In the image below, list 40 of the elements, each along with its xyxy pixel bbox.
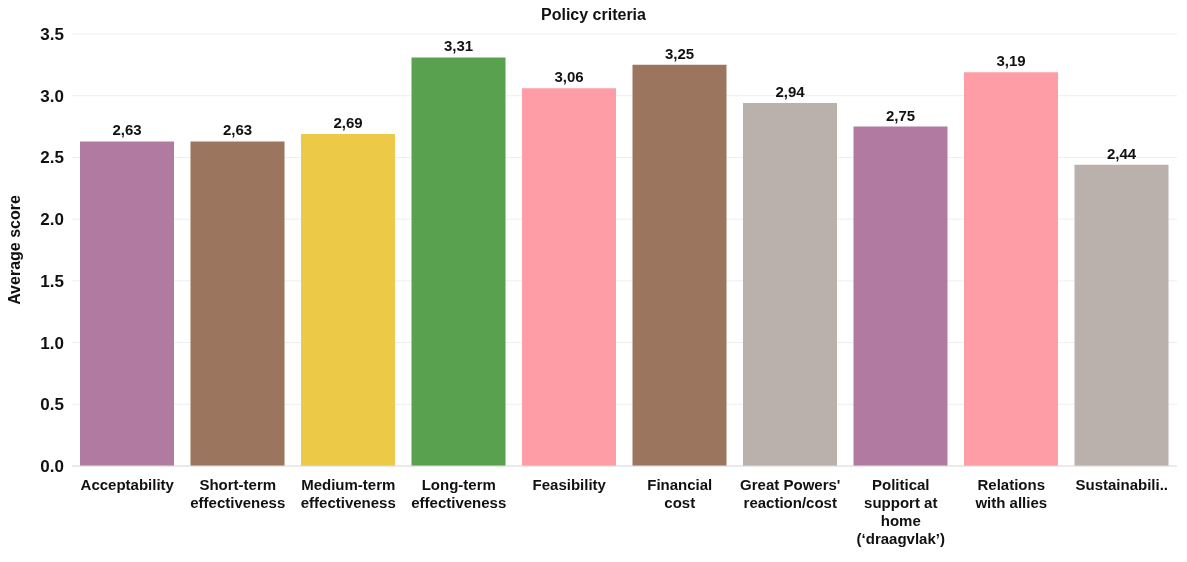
- data-label: 2,69: [333, 113, 363, 131]
- x-tick-label: Sustainabili..: [1075, 476, 1169, 493]
- data-label: 2,44: [1106, 144, 1137, 162]
- bar: [743, 103, 837, 466]
- x-tick-label: Relations with allies: [974, 476, 1048, 511]
- x-tick-label: Political support at home (‘draagvlak’): [856, 476, 945, 547]
- bar: [964, 72, 1058, 466]
- x-tick-label: Short-term effectiveness: [190, 476, 286, 511]
- bar: [853, 126, 948, 466]
- bar: [632, 64, 727, 466]
- bar: [522, 88, 616, 466]
- x-tick-label: Medium-term effectiveness: [300, 476, 396, 511]
- data-label: 2,94: [775, 83, 806, 101]
- data-label: 2,63: [222, 121, 253, 139]
- bar: [411, 57, 506, 466]
- y-tick-label: 1.0: [40, 333, 64, 353]
- data-label: 3,06: [554, 68, 584, 86]
- x-tick-label: Great Powers' reaction/cost: [740, 476, 841, 511]
- y-tick-label: 3.0: [40, 86, 64, 106]
- y-tick-label: 3.5: [40, 25, 64, 45]
- data-label: 3,25: [664, 44, 695, 62]
- data-label: 2,63: [112, 121, 142, 139]
- y-tick-label: 0.5: [40, 395, 64, 415]
- x-tick-label: Acceptability: [80, 476, 175, 493]
- chart-title: Policy criteria: [540, 6, 647, 24]
- x-tick-label: Long-term effectiveness: [411, 476, 507, 511]
- y-tick-label: 2.0: [40, 210, 64, 230]
- data-label: 3,19: [996, 52, 1026, 70]
- y-axis-title: Average score: [5, 195, 23, 305]
- y-tick-label: 1.5: [40, 271, 64, 291]
- x-tick-label: Feasibility: [532, 476, 607, 493]
- bar: [301, 133, 395, 466]
- x-tick-label: Financial cost: [647, 476, 713, 511]
- bar: [1074, 164, 1169, 466]
- data-label: 2,75: [885, 106, 916, 124]
- y-tick-label: 2.5: [40, 148, 64, 168]
- bar: [190, 141, 285, 466]
- bar: [80, 141, 174, 466]
- data-label: 3,31: [443, 37, 474, 55]
- y-tick-label: 0.0: [40, 457, 64, 477]
